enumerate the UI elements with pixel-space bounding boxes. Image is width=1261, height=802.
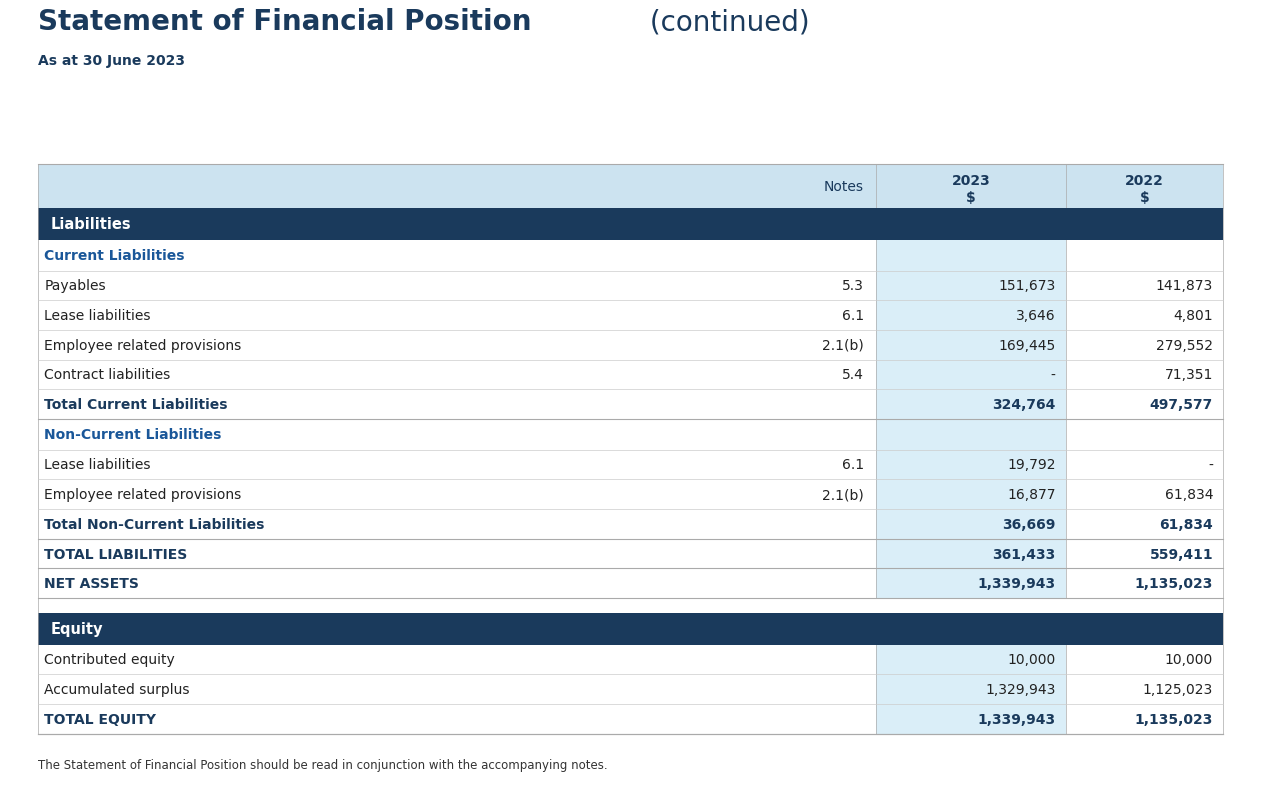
Text: Lease liabilities: Lease liabilities: [44, 309, 150, 322]
Text: Non-Current Liabilities: Non-Current Liabilities: [44, 427, 222, 442]
Bar: [38, 598, 1223, 613]
Bar: [38, 360, 876, 390]
Text: TOTAL EQUITY: TOTAL EQUITY: [44, 712, 156, 726]
Text: 4,801: 4,801: [1174, 309, 1213, 322]
Bar: [38, 241, 876, 271]
Text: 1,339,943: 1,339,943: [977, 712, 1055, 726]
Text: 559,411: 559,411: [1150, 547, 1213, 561]
Text: NET ASSETS: NET ASSETS: [44, 577, 139, 590]
Text: Contributed equity: Contributed equity: [44, 653, 175, 666]
Text: 1,135,023: 1,135,023: [1135, 577, 1213, 590]
Text: 10,000: 10,000: [1165, 653, 1213, 666]
Text: Notes: Notes: [823, 180, 864, 193]
Bar: [38, 330, 876, 360]
Text: 1,125,023: 1,125,023: [1142, 683, 1213, 696]
Text: Payables: Payables: [44, 279, 106, 293]
Text: 151,673: 151,673: [999, 279, 1055, 293]
Bar: [38, 569, 876, 598]
Text: Equity: Equity: [50, 622, 103, 636]
Text: Employee related provisions: Employee related provisions: [44, 488, 241, 501]
Text: 5.3: 5.3: [842, 279, 864, 293]
Text: 36,669: 36,669: [1002, 517, 1055, 531]
Text: 3,646: 3,646: [1016, 309, 1055, 322]
Bar: [38, 164, 1223, 209]
Text: Employee related provisions: Employee related provisions: [44, 338, 241, 352]
Bar: [38, 704, 876, 734]
Text: $: $: [966, 191, 976, 205]
Text: 1,339,943: 1,339,943: [977, 577, 1055, 590]
Text: -: -: [1050, 368, 1055, 382]
Text: TOTAL LIABILITIES: TOTAL LIABILITIES: [44, 547, 188, 561]
Text: 497,577: 497,577: [1150, 398, 1213, 411]
Bar: [38, 613, 1223, 645]
Text: 19,792: 19,792: [1008, 458, 1055, 472]
Bar: [38, 480, 876, 509]
Text: 279,552: 279,552: [1156, 338, 1213, 352]
Text: 10,000: 10,000: [1008, 653, 1055, 666]
Text: 1,135,023: 1,135,023: [1135, 712, 1213, 726]
Text: (continued): (continued): [641, 8, 810, 36]
Bar: [38, 209, 1223, 241]
Text: 2.1(b): 2.1(b): [822, 488, 864, 501]
Text: 169,445: 169,445: [999, 338, 1055, 352]
Text: 324,764: 324,764: [992, 398, 1055, 411]
Text: 2023: 2023: [952, 174, 990, 188]
Text: Statement of Financial Position: Statement of Financial Position: [38, 8, 531, 36]
Text: 6.1: 6.1: [841, 458, 864, 472]
Text: Liabilities: Liabilities: [50, 217, 131, 232]
Text: 16,877: 16,877: [1008, 488, 1055, 501]
Text: As at 30 June 2023: As at 30 June 2023: [38, 55, 185, 68]
Text: -: -: [1208, 458, 1213, 472]
Text: 6.1: 6.1: [841, 309, 864, 322]
Text: 1,329,943: 1,329,943: [985, 683, 1055, 696]
Text: Contract liabilities: Contract liabilities: [44, 368, 170, 382]
Bar: [38, 301, 876, 330]
Text: Total Current Liabilities: Total Current Liabilities: [44, 398, 228, 411]
Bar: [38, 419, 876, 450]
Text: 5.4: 5.4: [842, 368, 864, 382]
Bar: [38, 539, 876, 569]
Bar: [38, 674, 876, 704]
Bar: [38, 271, 876, 301]
Text: 71,351: 71,351: [1165, 368, 1213, 382]
Text: 2.1(b): 2.1(b): [822, 338, 864, 352]
Text: 61,834: 61,834: [1165, 488, 1213, 501]
Text: $: $: [1140, 191, 1149, 205]
Bar: [876, 164, 1066, 734]
Text: 2022: 2022: [1125, 174, 1164, 188]
Text: Lease liabilities: Lease liabilities: [44, 458, 150, 472]
Text: The Statement of Financial Position should be read in conjunction with the accom: The Statement of Financial Position shou…: [38, 759, 608, 772]
Bar: [38, 645, 876, 674]
Text: Accumulated surplus: Accumulated surplus: [44, 683, 189, 696]
Text: Total Non-Current Liabilities: Total Non-Current Liabilities: [44, 517, 265, 531]
Bar: [38, 390, 876, 419]
Text: 141,873: 141,873: [1156, 279, 1213, 293]
Text: 61,834: 61,834: [1159, 517, 1213, 531]
Text: 361,433: 361,433: [992, 547, 1055, 561]
Bar: [38, 450, 876, 480]
Text: Current Liabilities: Current Liabilities: [44, 249, 184, 263]
Bar: [38, 509, 876, 539]
